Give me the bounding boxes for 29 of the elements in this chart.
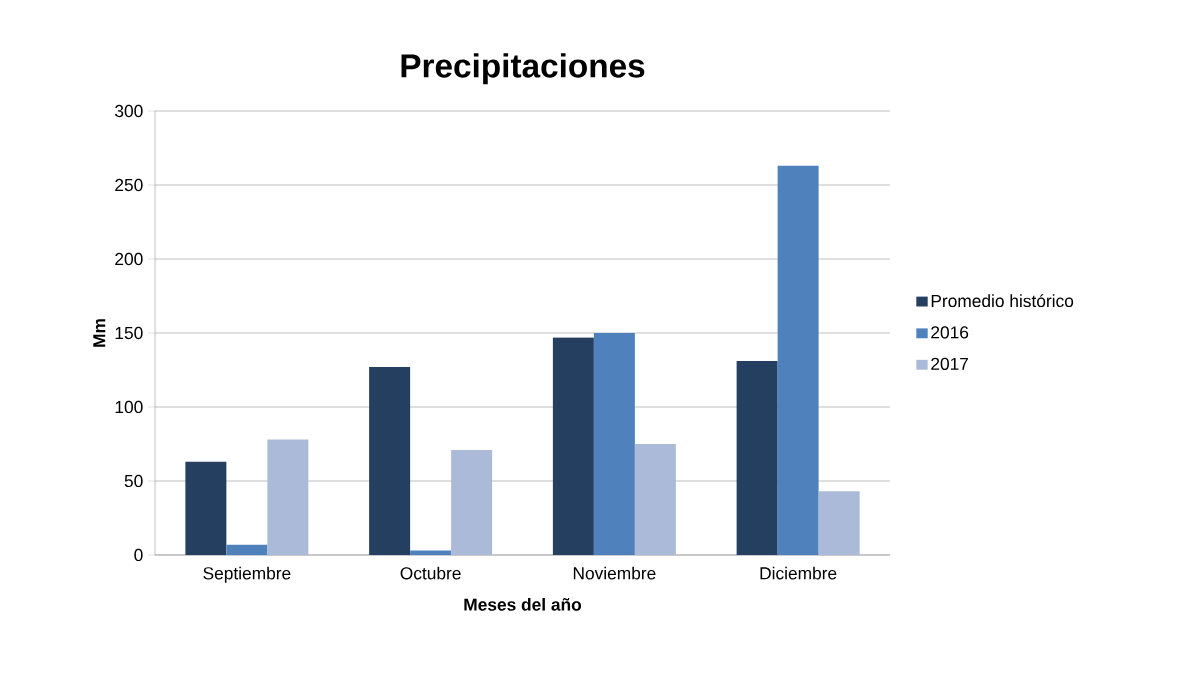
bar [593,332,635,555]
bar [818,491,860,555]
x-tick-label: Noviembre [573,566,656,580]
y-tick-label: 0 [134,548,143,562]
y-axis-title: Mm [93,319,106,347]
legend-label: Promedio histórico [931,294,1074,308]
x-axis-title: Meses del año [464,598,582,611]
legend-label: 2017 [931,357,969,370]
x-tick-label: Diciembre [760,566,837,580]
y-tick-label: 50 [124,474,143,488]
x-tick-label: Septiembre [203,566,291,583]
legend-label: 2016 [931,326,969,339]
y-tick-label: 250 [115,178,143,192]
bar [777,165,819,555]
chart-title: Precipitaciones [401,53,645,85]
bar [267,439,309,555]
bar [634,443,676,555]
bar [369,367,411,555]
x-tick-label: Octubre [400,566,461,580]
bar [410,550,452,555]
bar [185,461,227,555]
y-tick-label: 300 [115,104,143,118]
bar [451,449,493,555]
y-tick-label: 200 [115,252,143,266]
y-tick-label: 100 [115,400,143,414]
bar [226,544,268,555]
bar [736,361,778,555]
y-tick-label: 150 [115,326,143,340]
bar [552,337,594,555]
